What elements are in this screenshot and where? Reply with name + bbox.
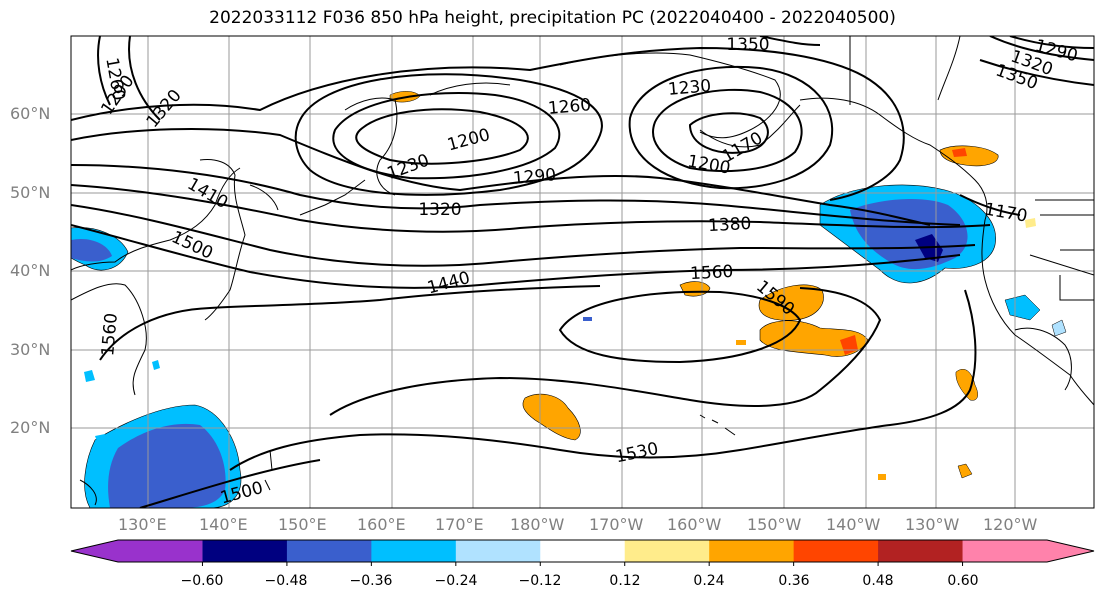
lon-label: 160°E	[357, 515, 406, 534]
contour-label: 1290	[512, 165, 557, 189]
height-contours	[71, 36, 1094, 508]
lat-label-60n: 60°N	[10, 104, 51, 123]
contour-label: 1380	[708, 214, 752, 236]
colorbar	[70, 539, 1095, 566]
colorbar-tick-label: −0.60	[180, 573, 224, 589]
lat-label-20n: 20°N	[10, 418, 51, 437]
map-frame	[70, 35, 1095, 509]
contour-label: 1260	[547, 95, 592, 119]
lat-label-30n: 30°N	[10, 340, 51, 359]
lon-label: 140°W	[826, 515, 881, 534]
colorbar-tick-label: −0.24	[434, 573, 478, 589]
lat-label-50n: 50°N	[10, 183, 51, 202]
lon-label: 140°E	[199, 515, 248, 534]
contour-label: 1320	[418, 200, 461, 220]
colorbar-tick-label: 0.60	[947, 573, 979, 589]
colorbar-swatch	[709, 540, 795, 562]
colorbar-swatch	[793, 540, 879, 562]
contour-label: 1560	[98, 312, 122, 357]
colorbar-swatch	[286, 540, 372, 562]
coastlines	[71, 36, 1094, 506]
lon-label: 130°W	[905, 515, 960, 534]
colorbar-tick-label: −0.12	[518, 573, 562, 589]
lon-label: 150°E	[278, 515, 327, 534]
colorbar-outline	[70, 539, 1095, 563]
colorbar-tick-label: 0.24	[693, 573, 725, 589]
lon-label: 180°W	[510, 515, 565, 534]
lon-label: 170°E	[435, 515, 484, 534]
colorbar-swatch	[202, 540, 288, 562]
colorbar-swatch	[540, 540, 626, 562]
colorbar-tick-label: −0.48	[264, 573, 308, 589]
lon-label: 150°W	[747, 515, 802, 534]
lon-label: 160°W	[667, 515, 722, 534]
colorbar-swatch	[878, 540, 964, 562]
colorbar-tick-label: 0.36	[778, 573, 810, 589]
lon-label: 130°E	[118, 515, 167, 534]
colorbar-extend-low	[71, 540, 203, 562]
colorbar-tick-label: 0.48	[862, 573, 894, 589]
colorbar-extend-high	[962, 540, 1094, 562]
colorbar-tick-label: −0.36	[349, 573, 393, 589]
lon-label: 170°W	[589, 515, 644, 534]
contour-label: 1230	[667, 76, 712, 100]
colorbar-swatch	[455, 540, 541, 562]
colorbar-swatch	[624, 540, 710, 562]
map-title: 2022033112 F036 850 hPa height, precipit…	[209, 8, 896, 28]
contour-label: 1560	[690, 262, 734, 284]
lon-label: 120°W	[983, 515, 1038, 534]
lat-label-40n: 40°N	[10, 261, 51, 280]
graticule	[71, 36, 1094, 508]
contour-label: 1350	[726, 35, 769, 55]
colorbar-swatch	[371, 540, 457, 562]
colorbar-tick-label: 0.12	[609, 573, 641, 589]
